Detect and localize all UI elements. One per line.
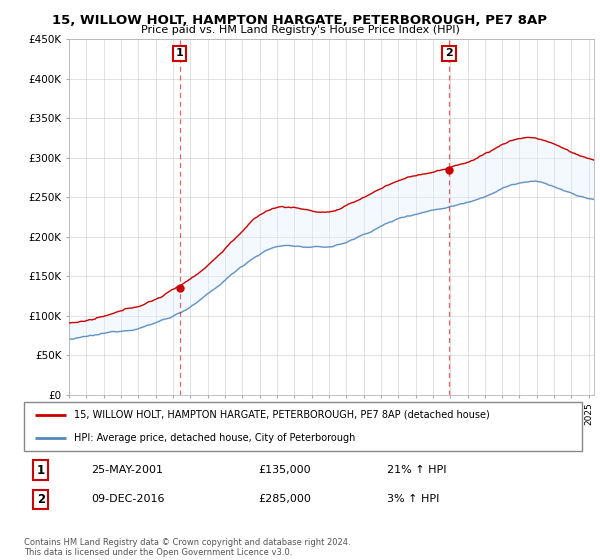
Text: Price paid vs. HM Land Registry's House Price Index (HPI): Price paid vs. HM Land Registry's House … xyxy=(140,25,460,35)
Text: £285,000: £285,000 xyxy=(259,494,311,505)
Text: £135,000: £135,000 xyxy=(259,465,311,475)
Text: 25-MAY-2001: 25-MAY-2001 xyxy=(91,465,163,475)
Text: 2: 2 xyxy=(445,48,453,58)
Text: Contains HM Land Registry data © Crown copyright and database right 2024.
This d: Contains HM Land Registry data © Crown c… xyxy=(24,538,350,557)
Text: 2: 2 xyxy=(37,493,45,506)
Text: 3% ↑ HPI: 3% ↑ HPI xyxy=(387,494,439,505)
Text: HPI: Average price, detached house, City of Peterborough: HPI: Average price, detached house, City… xyxy=(74,433,356,444)
Text: 15, WILLOW HOLT, HAMPTON HARGATE, PETERBOROUGH, PE7 8AP (detached house): 15, WILLOW HOLT, HAMPTON HARGATE, PETERB… xyxy=(74,410,490,420)
Text: 09-DEC-2016: 09-DEC-2016 xyxy=(91,494,164,505)
Text: 1: 1 xyxy=(37,464,45,477)
Text: 15, WILLOW HOLT, HAMPTON HARGATE, PETERBOROUGH, PE7 8AP: 15, WILLOW HOLT, HAMPTON HARGATE, PETERB… xyxy=(53,14,548,27)
Text: 21% ↑ HPI: 21% ↑ HPI xyxy=(387,465,446,475)
Text: 1: 1 xyxy=(176,48,184,58)
